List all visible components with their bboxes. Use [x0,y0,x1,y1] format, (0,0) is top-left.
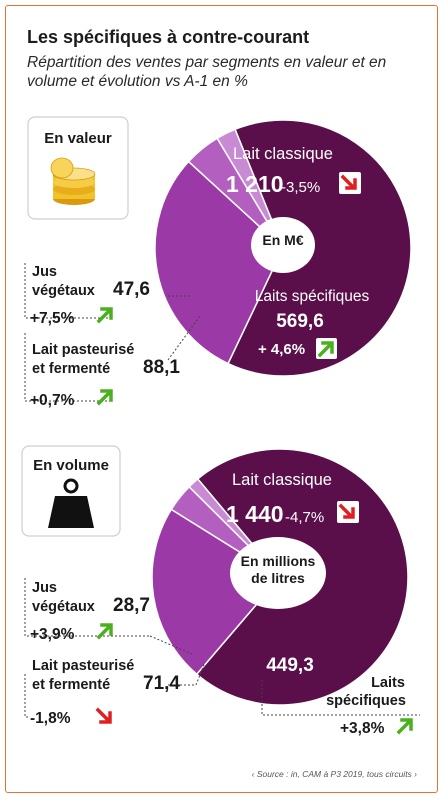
label-jus-1-valeur: Jus [32,264,57,280]
center-disc-volume [230,537,326,609]
value-laits-specifiques-valeur: 569,6 [276,311,324,332]
label-pasteurise-1-valeur: Lait pasteurisé [32,342,134,358]
value-lait-classique-volume: 1 440 [226,501,284,527]
connector-pasteurise-valeur [24,333,110,402]
evolution-pasteurise-valeur: +0,7% [30,392,75,409]
page-subtitle: Répartition des ventes par segments en v… [27,54,387,90]
panel-label-valeur: En valeur [44,130,112,147]
value-lait-classique-valeur: 1 210 [226,171,284,197]
evolution-laits-specifiques-valeur: + 4,6% [258,341,305,358]
arrow-up-icon [96,623,113,640]
page-title: Les spécifiques à contre-courant [27,27,310,47]
chart-volume: En volume Lait classique 1 440 -4,7% En … [21,445,420,737]
arrow-down-icon [339,172,361,194]
arrow-up-icon [96,307,113,324]
value-jus-volume: 28,7 [113,595,150,616]
connector-specifiques-volume [261,680,420,716]
arrow-up-icon [316,338,337,359]
value-jus-valeur: 47,6 [113,279,150,300]
label-lait-classique-volume: Lait classique [232,471,332,489]
evolution-jus-volume: +3,9% [30,626,75,643]
center-label-valeur: En M€ [262,232,303,248]
source-note: ‹ Source : in, CAM à P3 2019, tous circu… [251,769,417,779]
arrow-down-icon [95,707,112,724]
center-label-volume-1: En millions [241,553,316,569]
center-disc-valeur [251,217,315,273]
connector-line-pasteurise-volume [168,661,206,686]
coins-icon [50,157,96,205]
slice-laits-specifiques-volume [151,508,282,676]
section-valeur: En valeur Lait classique 1 210 -3,5% En … [0,108,445,438]
label-pasteurise-1-volume: Lait pasteurisé [32,658,134,674]
panel-label-volume: En volume [33,457,109,474]
connector-line-pasteurise-valeur [167,315,201,361]
label-pasteurise-2-valeur: et fermenté [32,361,110,377]
label-jus-1-volume: Jus [32,580,57,596]
evolution-lait-classique-valeur: -3,5% [281,179,320,196]
slice-jus-vegetaux-valeur [216,128,284,249]
slice-laits-specifiques-valeur [154,160,284,365]
chart-valeur: En valeur Lait classique 1 210 -3,5% En … [24,116,412,409]
evolution-pasteurise-volume: -1,8% [30,710,71,727]
arrow-up-icon [96,389,113,406]
center-label-volume-2: de litres [251,570,305,586]
label-pasteurise-2-volume: et fermenté [32,677,110,693]
evolution-specifiques-volume: +3,8% [340,720,385,737]
evolution-jus-valeur: +7,5% [30,310,75,327]
value-laits-specifiques-volume: 449,3 [266,655,314,676]
label-laits-specifiques-valeur: Laits spécifiques [255,288,370,305]
label-jus-2-volume: végétaux [32,599,95,615]
evolution-lait-classique-volume: -4,7% [285,509,324,526]
label-jus-2-valeur: végétaux [32,283,95,299]
slice-lait-classique-valeur [227,119,412,377]
label-lait-classique-valeur: Lait classique [233,145,333,163]
value-pasteurise-valeur: 88,1 [143,357,180,378]
arrow-down-icon [337,501,359,523]
section-volume: En volume Lait classique 1 440 -4,7% En … [0,440,445,770]
connector-jus-volume [24,578,150,637]
label-specifiques-2-volume: spécifiques [326,693,406,709]
infographic-frame [5,5,438,793]
arrow-up-icon [396,718,413,735]
label-specifiques-1-volume: Laits [371,675,405,691]
weight-icon [48,478,94,528]
value-pasteurise-volume: 71,4 [143,673,180,694]
